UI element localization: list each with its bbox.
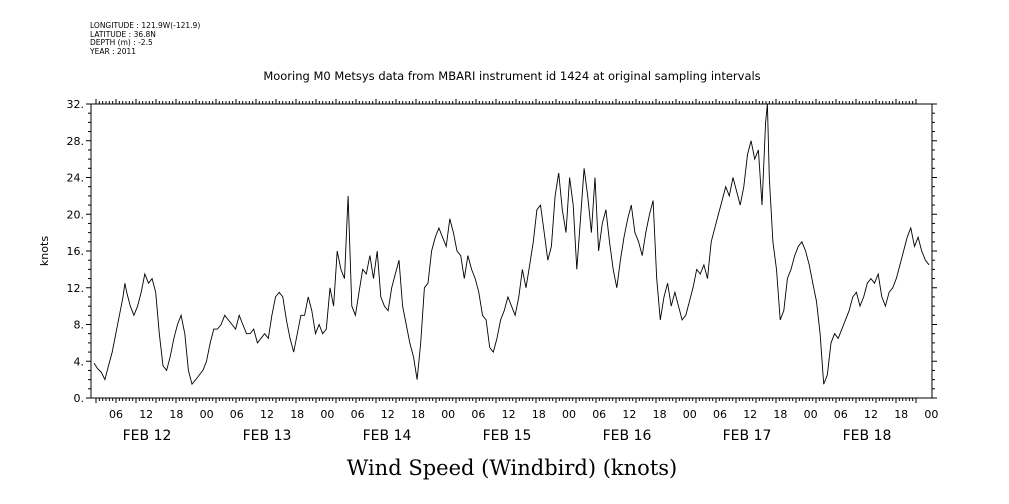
x-tick-label: 00 xyxy=(804,408,818,421)
y-tick-label: 16. xyxy=(67,245,85,258)
x-tick-label: 06 xyxy=(471,408,485,421)
x-tick-label: 12 xyxy=(502,408,516,421)
y-tick-label: 0. xyxy=(74,392,85,405)
x-tick-label: 12 xyxy=(260,408,274,421)
longitude-text: LONGITUDE : 121.9W(-121.9) xyxy=(90,21,201,30)
date-label: FEB 12 xyxy=(123,428,172,444)
x-tick-label: 18 xyxy=(773,408,787,421)
year-text: YEAR : 2011 xyxy=(90,46,137,56)
x-tick-label: 06 xyxy=(109,408,123,421)
station-metadata: LONGITUDE : 121.9W(-121.9) LATITUDE : 36… xyxy=(90,21,201,56)
y-axis: 0. 4. 8. 12. 16. 20. 24. 28. 32. xyxy=(67,98,937,405)
x-tick-label: 00 xyxy=(683,408,697,421)
x-tick-label: 00 xyxy=(320,408,334,421)
x-tick-label: 18 xyxy=(411,408,425,421)
x-tick-label: 12 xyxy=(139,408,153,421)
x-tick-label: 00 xyxy=(924,408,938,421)
x-tick-label: 00 xyxy=(441,408,455,421)
x-tick-label: 06 xyxy=(351,408,365,421)
y-tick-label: 4. xyxy=(74,355,85,368)
y-tick-label: 20. xyxy=(67,208,85,221)
y-tick-label: 24. xyxy=(67,172,85,185)
x-tick-label: 06 xyxy=(834,408,848,421)
latitude-text: LATITUDE : 36.8N xyxy=(90,29,156,39)
date-label: FEB 13 xyxy=(243,428,292,444)
x-axis-label: Wind Speed (Windbird) (knots) xyxy=(347,456,677,480)
x-tick-label: 18 xyxy=(290,408,304,421)
chart-title: Mooring M0 Metsys data from MBARI instru… xyxy=(263,69,760,83)
y-tick-label: 12. xyxy=(67,282,85,295)
y-axis-label: knots xyxy=(38,236,51,266)
x-axis: 06 12 18 00 06 12 18 00 06 12 18 00 06 12 18 00 06 12 18 00… xyxy=(95,99,938,444)
x-tick-label: 18 xyxy=(653,408,667,421)
y-tick-label: 32. xyxy=(67,98,85,111)
x-tick-label: 00 xyxy=(562,408,576,421)
date-label: FEB 15 xyxy=(483,428,532,444)
date-label: FEB 18 xyxy=(843,428,892,444)
x-tick-label: 18 xyxy=(532,408,546,421)
x-tick-label: 12 xyxy=(622,408,636,421)
x-tick-label: 00 xyxy=(200,408,214,421)
date-label: FEB 17 xyxy=(723,428,772,444)
x-tick-label: 12 xyxy=(381,408,395,421)
x-tick-label: 18 xyxy=(169,408,183,421)
date-label: FEB 16 xyxy=(603,428,652,444)
y-tick-label: 8. xyxy=(74,319,85,332)
y-tick-label: 28. xyxy=(67,135,85,148)
x-tick-label: 18 xyxy=(894,408,908,421)
x-tick-label: 06 xyxy=(230,408,244,421)
x-tick-label: 12 xyxy=(743,408,757,421)
series-line-wind-speed xyxy=(93,103,930,386)
x-tick-label: 12 xyxy=(864,408,878,421)
date-label: FEB 14 xyxy=(363,428,412,444)
x-tick-label: 06 xyxy=(592,408,606,421)
x-tick-label: 06 xyxy=(713,408,727,421)
depth-text: DEPTH (m) : -2.5 xyxy=(90,38,153,48)
